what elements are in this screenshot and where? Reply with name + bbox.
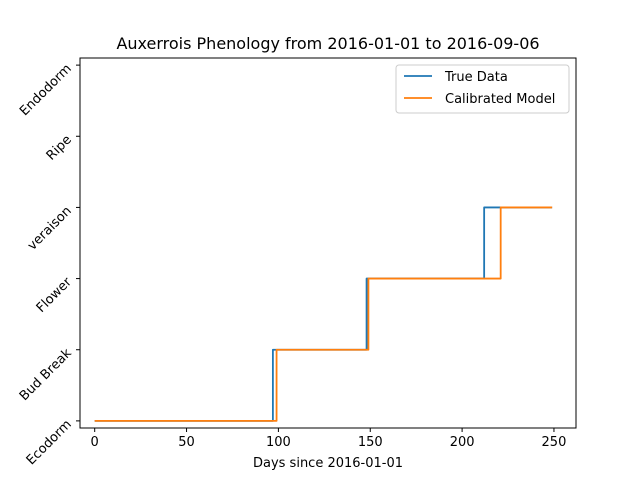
series-line-2 — [94, 206, 553, 422]
x-tick-label: 100 — [266, 435, 291, 450]
legend-box — [395, 64, 570, 114]
x-tick-label: 150 — [358, 435, 383, 450]
chart-title: Auxerrois Phenology from 2016-01-01 to 2… — [116, 34, 539, 53]
x-tick-label: 0 — [91, 435, 99, 450]
legend: True Data Calibrated Model — [395, 64, 570, 114]
plot-frame — [79, 57, 577, 429]
x-tick-label: 50 — [178, 435, 195, 450]
x-tick-label: 200 — [450, 435, 475, 450]
x-axis-label: Days since 2016-01-01 — [253, 456, 403, 471]
x-axis: 0 50 100 150 200 250 — [91, 428, 567, 450]
legend-entry-1: True Data — [444, 70, 508, 85]
series-layer — [94, 206, 553, 422]
series-line-1 — [94, 206, 553, 422]
legend-entry-2: Calibrated Model — [445, 92, 555, 107]
x-tick-label: 250 — [542, 435, 567, 450]
